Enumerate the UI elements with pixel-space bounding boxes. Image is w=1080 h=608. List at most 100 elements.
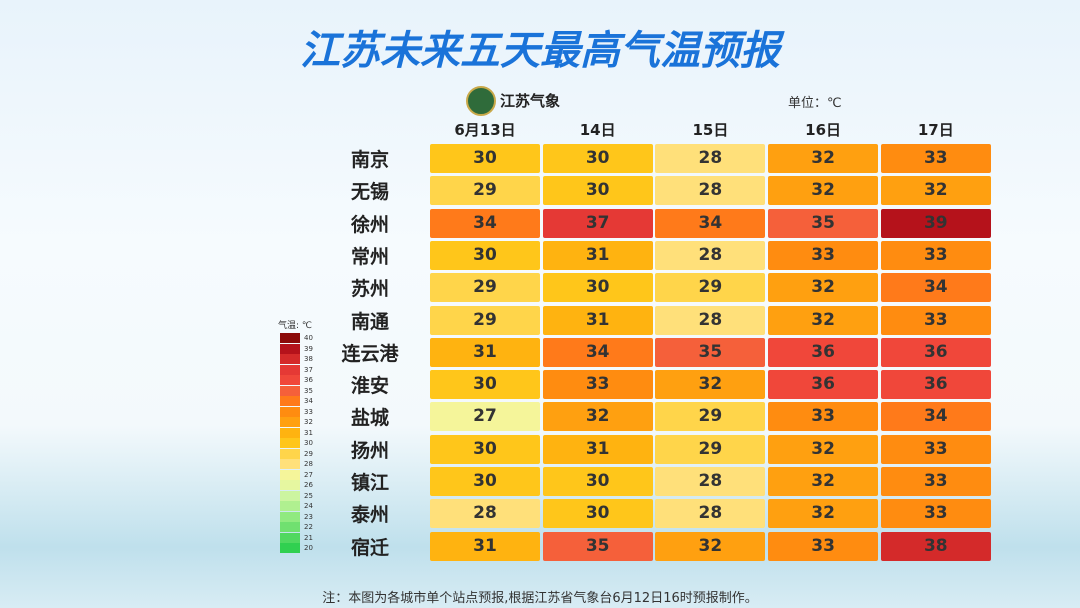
legend-label: 40 <box>304 334 313 342</box>
temp-cell: 36 <box>768 337 879 367</box>
temp-cell: 31 <box>542 240 653 270</box>
temp-cell: 32 <box>880 176 991 206</box>
temp-cell: 30 <box>430 240 540 270</box>
temp-cell: 39 <box>880 208 991 238</box>
temp-cell: 30 <box>542 499 653 529</box>
temp-cell: 34 <box>880 402 991 432</box>
legend-swatch <box>280 396 300 406</box>
legend-label: 21 <box>304 533 313 542</box>
legend-swatch <box>280 438 300 448</box>
legend-swatch <box>280 522 300 532</box>
legend-swatch <box>280 385 300 396</box>
temp-cell: 32 <box>768 305 879 335</box>
temp-cell: 30 <box>430 144 540 173</box>
temp-cell: 30 <box>430 467 540 496</box>
temp-cell: 28 <box>655 240 766 270</box>
temp-cell: 30 <box>542 273 653 303</box>
temp-cell: 34 <box>430 208 540 238</box>
legend-swatch <box>280 469 300 480</box>
legend-label: 36 <box>304 376 313 384</box>
legend-swatch <box>280 354 300 364</box>
temp-cell: 33 <box>880 240 991 270</box>
temp-cell: 32 <box>655 531 766 561</box>
legend-label: 33 <box>304 407 313 416</box>
row-label: 苏州 <box>350 278 389 301</box>
unit: 单位：℃ <box>788 96 842 111</box>
row-label: 扬州 <box>350 439 389 462</box>
temp-cell: 28 <box>655 144 766 173</box>
temp-cell: 32 <box>655 370 766 400</box>
temp-cell: 31 <box>430 531 540 561</box>
legend-label: 25 <box>304 491 313 500</box>
legend-swatch <box>280 417 300 427</box>
temp-cell: 30 <box>542 176 653 206</box>
legend-label: 24 <box>304 502 313 510</box>
column-header: 14日 <box>579 121 616 139</box>
temp-cell: 35 <box>542 531 653 561</box>
temp-cell: 32 <box>768 499 879 529</box>
temp-cell: 31 <box>430 337 540 367</box>
legend-swatch <box>280 333 300 343</box>
row-label: 无锡 <box>350 181 389 204</box>
temp-cell: 32 <box>768 176 879 206</box>
temp-cell: 36 <box>880 337 991 367</box>
legend-label: 34 <box>304 397 313 405</box>
temp-cell: 36 <box>880 370 991 400</box>
temp-cell: 33 <box>542 370 653 400</box>
temp-cell: 30 <box>542 144 653 173</box>
temp-cell: 31 <box>542 305 653 335</box>
row-label: 宿迁 <box>350 536 389 559</box>
legend-swatch <box>280 543 300 553</box>
temp-cell: 28 <box>655 176 766 206</box>
footnote: 注：本图为各城市单个站点预报,根据江苏省气象台6月12日16时预报制作。 <box>322 591 758 606</box>
legend-swatch <box>280 511 300 522</box>
legend-label: 37 <box>304 365 313 374</box>
temp-cell: 28 <box>655 305 766 335</box>
temp-cell: 28 <box>430 499 540 529</box>
legend-swatch <box>280 364 300 375</box>
temp-cell: 30 <box>542 467 653 496</box>
temp-cell: 33 <box>768 402 879 432</box>
legend-swatch <box>280 427 300 438</box>
logo-icon <box>466 86 496 116</box>
temp-cell: 29 <box>655 273 766 303</box>
temp-cell: 27 <box>430 402 540 432</box>
temp-cell: 32 <box>768 273 879 303</box>
row-label: 南京 <box>350 149 389 171</box>
temp-cell: 29 <box>655 434 766 464</box>
temp-cell: 32 <box>768 434 879 464</box>
legend-swatch <box>280 490 300 501</box>
temp-cell: 34 <box>542 337 653 367</box>
legend-label: 27 <box>304 470 313 479</box>
legend-label: 22 <box>304 523 313 531</box>
temp-cell: 34 <box>880 273 991 303</box>
logo-text: 江苏气象 <box>500 92 561 110</box>
legend-swatch <box>280 448 300 459</box>
temp-cell: 32 <box>768 144 879 173</box>
row-label: 盐城 <box>350 407 389 430</box>
legend-swatch <box>280 459 300 469</box>
legend-label: 38 <box>304 355 313 363</box>
temp-cell: 37 <box>542 208 653 238</box>
column-header: 16日 <box>805 121 842 139</box>
row-label: 连云港 <box>341 342 399 365</box>
temp-cell: 29 <box>430 176 540 206</box>
temp-cell: 33 <box>880 467 991 496</box>
temp-cell: 33 <box>880 305 991 335</box>
legend-title: 气温: ℃ <box>278 321 313 331</box>
row-label: 镇江 <box>350 472 389 494</box>
temp-cell: 33 <box>880 499 991 529</box>
temp-cell: 29 <box>655 402 766 432</box>
temp-cell: 33 <box>880 144 991 173</box>
temp-cell: 36 <box>768 370 879 400</box>
legend-swatch <box>280 501 300 511</box>
legend-label: 32 <box>304 418 313 426</box>
title: 江苏未来五天最高气温预报 <box>300 28 780 74</box>
temp-cell: 38 <box>880 531 991 561</box>
row-label: 南通 <box>350 310 389 333</box>
temp-cell: 29 <box>430 273 540 303</box>
temp-cell: 30 <box>430 370 540 400</box>
row-label: 泰州 <box>350 504 389 527</box>
temp-cell: 28 <box>655 467 766 496</box>
